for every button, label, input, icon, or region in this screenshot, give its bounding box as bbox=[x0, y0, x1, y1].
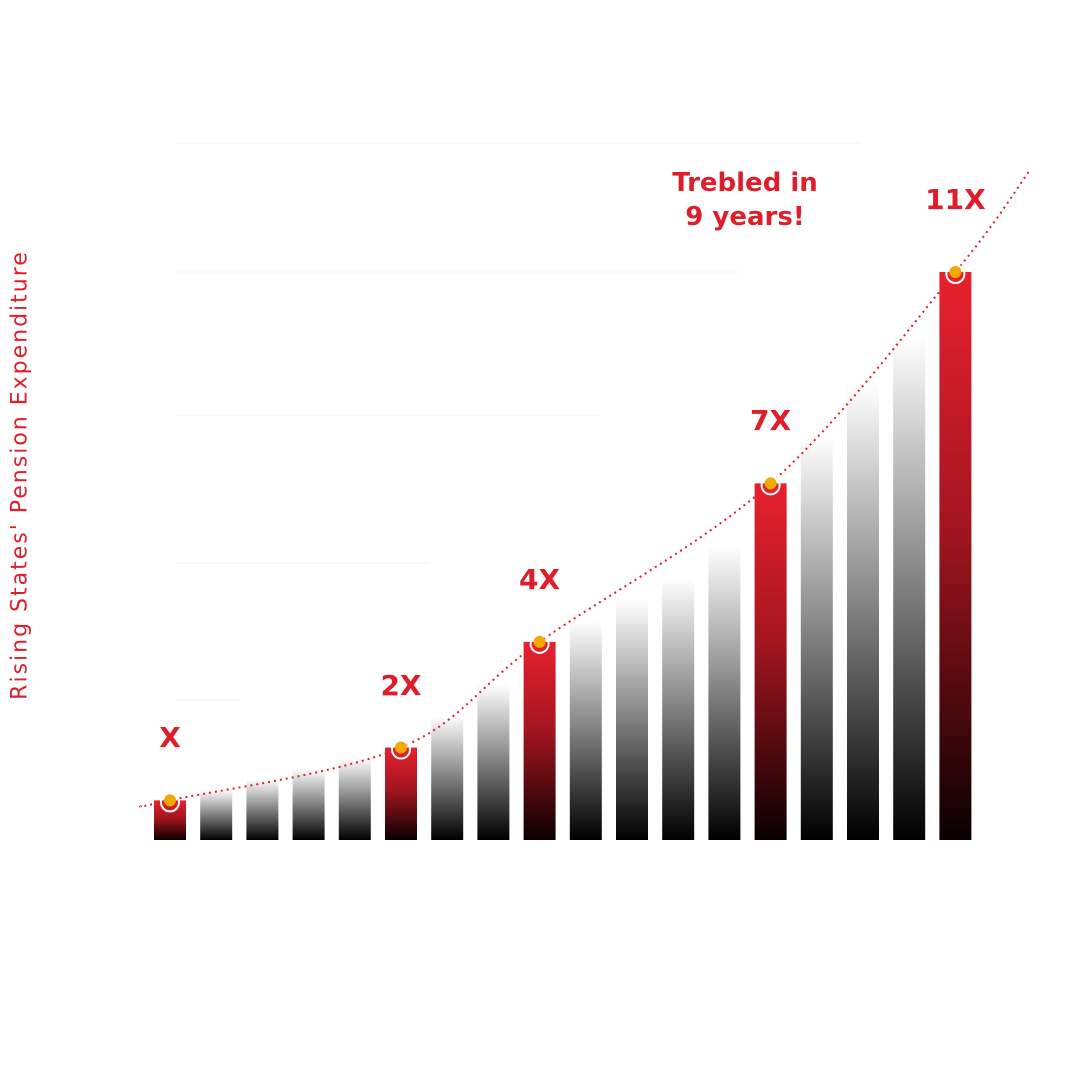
marker-dot bbox=[533, 635, 546, 648]
trendline bbox=[139, 169, 1031, 808]
bar bbox=[431, 715, 464, 840]
bars bbox=[154, 272, 972, 840]
bar-value-label: 7X bbox=[750, 404, 792, 438]
annotation-line-2: 9 years! bbox=[685, 201, 805, 232]
bar-highlighted bbox=[754, 483, 787, 840]
bar-value-label: 11X bbox=[925, 183, 986, 216]
bar-highlighted bbox=[154, 800, 186, 840]
marker-dot bbox=[764, 477, 777, 490]
bar bbox=[200, 789, 233, 840]
bar bbox=[708, 546, 741, 840]
bar-highlighted bbox=[385, 747, 417, 840]
bar-value-label: 4X bbox=[519, 562, 561, 596]
bar bbox=[338, 758, 371, 840]
bar-value-label: X bbox=[159, 721, 181, 755]
marker-ring bbox=[391, 739, 411, 760]
bar bbox=[246, 779, 279, 840]
bar bbox=[616, 599, 648, 840]
marker-ring bbox=[945, 264, 966, 284]
bar bbox=[847, 382, 879, 840]
marker-ring bbox=[760, 475, 781, 496]
bar bbox=[893, 335, 926, 840]
bar bbox=[800, 435, 833, 840]
bar-highlighted bbox=[939, 272, 972, 840]
bar bbox=[477, 684, 510, 840]
markers bbox=[160, 264, 966, 813]
bar bbox=[569, 620, 602, 840]
annotation: Trebled in 9 years! bbox=[640, 167, 850, 235]
y-axis-label: Rising States' Pension Expenditure bbox=[7, 250, 33, 700]
bar bbox=[292, 768, 325, 840]
bar-highlighted bbox=[523, 641, 556, 840]
marker-dot bbox=[949, 266, 962, 278]
marker-ring bbox=[529, 633, 550, 654]
trend-curve bbox=[139, 169, 1031, 808]
marker-dot bbox=[395, 741, 407, 754]
bar-value-label: 2X bbox=[380, 668, 422, 702]
annotation-line-1: Trebled in bbox=[672, 168, 818, 198]
gridlines bbox=[176, 142, 860, 701]
marker-dot bbox=[164, 794, 176, 807]
bar bbox=[662, 578, 695, 840]
marker-ring bbox=[160, 792, 180, 813]
